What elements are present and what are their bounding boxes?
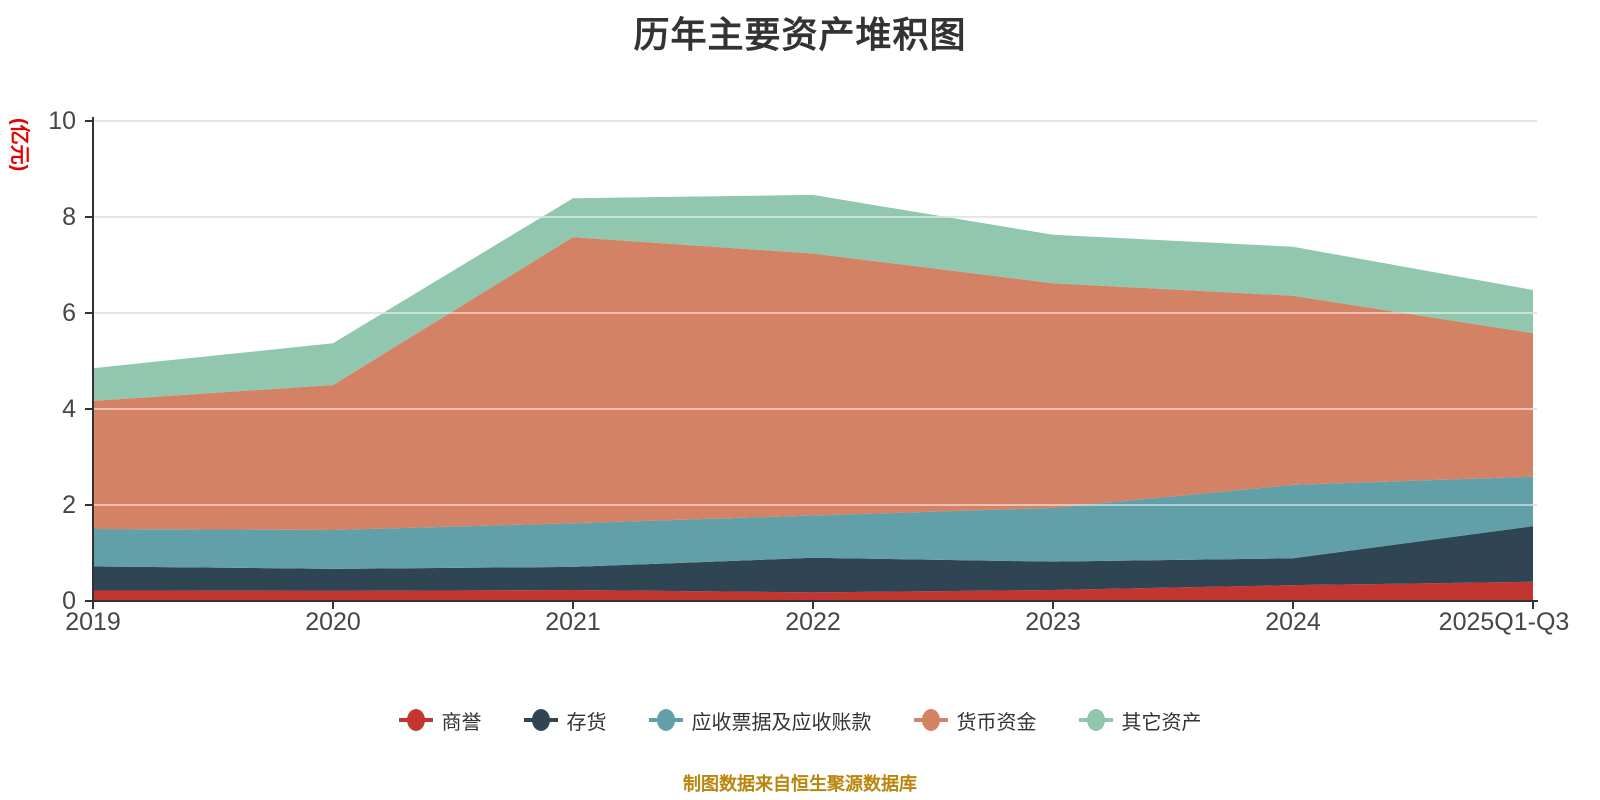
goodwill-series-icon <box>398 709 433 731</box>
legend-label: 应收票据及应收账款 <box>691 711 872 734</box>
other-assets-series-icon <box>1078 709 1113 731</box>
receivables-series-icon <box>648 709 683 731</box>
legend-label: 商誉 <box>441 711 482 734</box>
legend-label: 存货 <box>566 711 607 734</box>
y-tick-0: 0 <box>62 587 76 615</box>
legend-item-goodwill[interactable]: 商誉 <box>398 706 482 735</box>
data-source-note: 制图数据来自恒生聚源数据库 <box>683 774 917 794</box>
legend-item-inventory[interactable]: 存货 <box>523 706 607 735</box>
y-tick-8: 8 <box>62 203 76 231</box>
y-tick-4: 4 <box>62 395 76 423</box>
legend-item-other-assets[interactable]: 其它资产 <box>1078 706 1202 735</box>
legend-item-cash[interactable]: 货币资金 <box>913 706 1037 735</box>
legend: 商誉 存货 应收票据及应收账款 货币资金 其它资产 <box>0 700 1600 740</box>
inventory-series-icon <box>523 709 558 731</box>
x-tick-2021: 2021 <box>545 608 601 636</box>
x-tick-2020: 2020 <box>305 608 361 636</box>
x-tick-2022: 2022 <box>785 608 841 636</box>
legend-label: 货币资金 <box>956 711 1037 734</box>
chart-title: 历年主要资产堆积图 <box>633 14 967 55</box>
x-tick-2025q1-q3: 2025Q1-Q3 <box>1438 608 1570 636</box>
legend-label: 其它资产 <box>1121 711 1202 734</box>
cash-series-icon <box>913 709 948 731</box>
y-tick-6: 6 <box>62 299 76 327</box>
y-tick-10: 10 <box>48 107 76 135</box>
legend-item-receivables[interactable]: 应收票据及应收账款 <box>648 706 872 735</box>
x-tick-2019: 2019 <box>65 608 121 636</box>
x-tick-2024: 2024 <box>1265 608 1321 636</box>
x-tick-2023: 2023 <box>1025 608 1081 636</box>
y-tick-2: 2 <box>62 491 76 519</box>
